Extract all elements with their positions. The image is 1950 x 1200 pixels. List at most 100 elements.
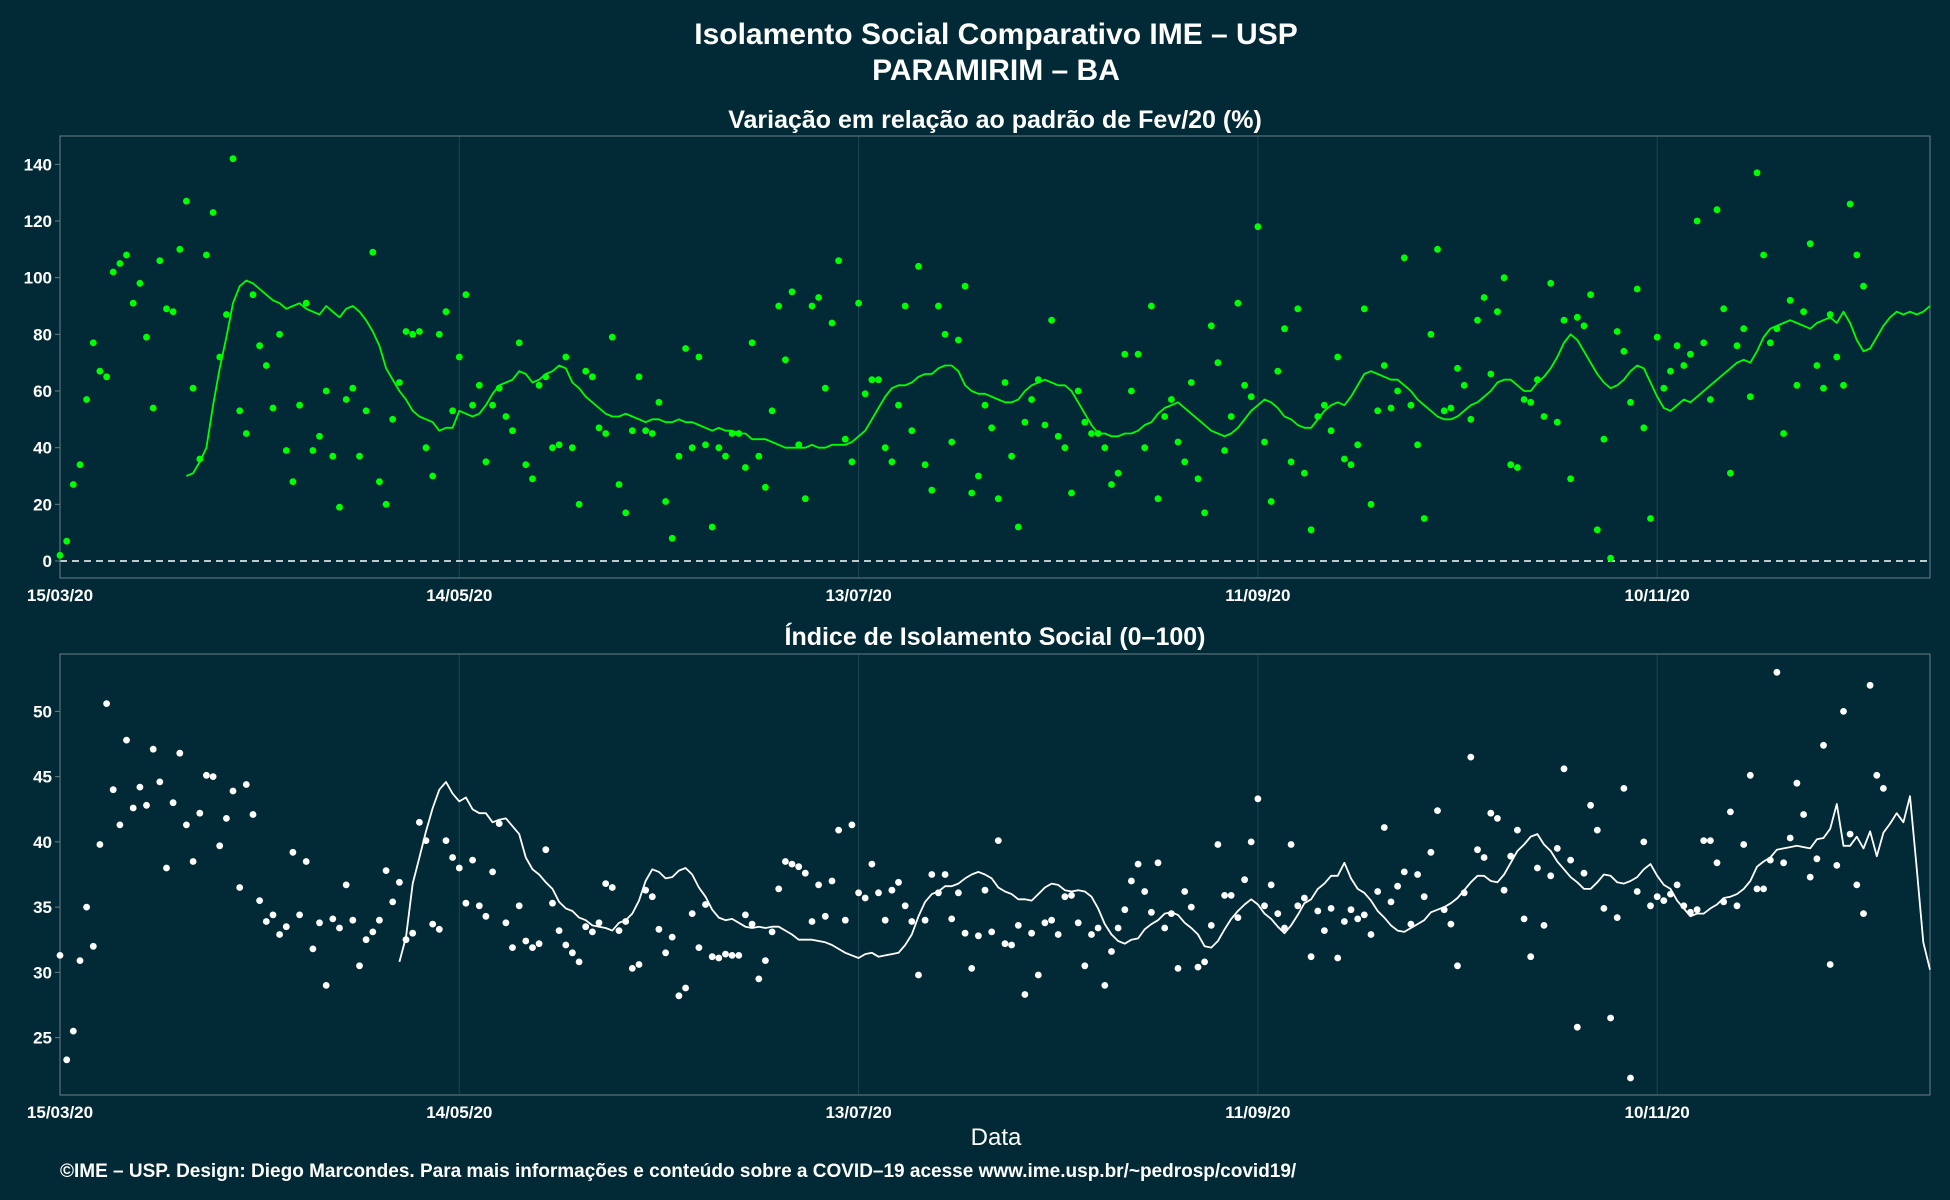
data-point [376, 916, 383, 924]
data-point [1840, 381, 1847, 389]
data-point [1407, 401, 1415, 409]
data-point [1081, 418, 1089, 426]
data-point [1081, 962, 1089, 970]
data-point [296, 401, 303, 409]
data-point [775, 302, 783, 310]
data-point [1354, 915, 1362, 923]
data-point [1068, 489, 1075, 497]
data-point [409, 330, 417, 338]
data-point [1334, 954, 1342, 962]
data-point [1028, 396, 1035, 403]
data-point [1633, 888, 1641, 895]
data-point [535, 940, 543, 948]
data-point [615, 481, 623, 488]
data-point [136, 783, 144, 791]
data-point [801, 495, 809, 503]
data-point [1853, 251, 1861, 259]
data-point [242, 781, 250, 788]
data-point [981, 886, 989, 894]
data-point [103, 700, 110, 707]
data-point [921, 461, 929, 469]
moving-average-line [186, 279, 1931, 477]
data-point [655, 398, 663, 406]
data-point [715, 444, 723, 452]
data-point [362, 407, 370, 415]
panel-frame [59, 653, 1931, 1096]
data-point [1294, 902, 1302, 910]
data-point [522, 461, 530, 469]
data-point [582, 923, 590, 931]
data-point [1740, 325, 1748, 333]
y-tick-label: 45 [33, 768, 52, 787]
data-point [708, 523, 716, 531]
data-point [322, 387, 330, 395]
data-point [1214, 841, 1222, 848]
data-point [209, 209, 217, 216]
data-point [522, 937, 530, 945]
data-point [1673, 881, 1681, 889]
data-point [955, 889, 962, 897]
data-point [1121, 906, 1129, 914]
data-point [129, 299, 137, 307]
data-point [329, 452, 337, 460]
data-point [1414, 871, 1421, 878]
data-point [1008, 941, 1015, 949]
data-point [442, 308, 450, 316]
data-point [782, 858, 789, 865]
data-point [828, 319, 836, 327]
x-tick-label: 14/05/20 [426, 586, 492, 605]
y-tick-label: 20 [33, 495, 52, 514]
data-point [289, 478, 297, 486]
data-point [1434, 807, 1441, 814]
data-point [1034, 971, 1042, 979]
data-point [1021, 991, 1029, 998]
data-point [602, 430, 610, 437]
data-point [203, 771, 210, 779]
data-point [356, 962, 363, 970]
data-point [1840, 708, 1847, 715]
data-point [1307, 526, 1315, 534]
data-point [282, 923, 290, 931]
data-point [1194, 963, 1202, 971]
data-point [256, 897, 263, 904]
moving-average-line [398, 781, 1931, 970]
data-point [1527, 953, 1535, 961]
data-point [489, 868, 496, 876]
data-point [1733, 342, 1741, 350]
data-point [1041, 919, 1049, 927]
data-point [1420, 515, 1428, 522]
data-point [389, 415, 397, 423]
data-point [1540, 413, 1548, 420]
data-point [768, 407, 776, 415]
data-point [462, 291, 470, 299]
data-point [788, 860, 796, 868]
data-point [309, 447, 317, 454]
data-point [1360, 911, 1368, 919]
data-point [935, 302, 942, 310]
data-point [1487, 809, 1495, 817]
data-point [575, 958, 583, 966]
data-point [589, 928, 596, 936]
data-point [316, 919, 323, 927]
data-point [1693, 906, 1701, 914]
data-point [1580, 322, 1588, 330]
data-point [1148, 302, 1155, 310]
data-point [1407, 920, 1415, 928]
data-point [96, 367, 104, 375]
data-point [682, 345, 689, 352]
data-point [635, 961, 643, 968]
data-point [416, 328, 423, 335]
data-point [941, 871, 949, 878]
data-point [755, 452, 763, 460]
data-point [622, 918, 630, 925]
data-point [1174, 438, 1182, 446]
data-point [735, 952, 743, 959]
data-point [1806, 240, 1814, 248]
data-point [269, 404, 277, 412]
data-point [1627, 1074, 1634, 1082]
data-point [821, 384, 829, 392]
data-point [69, 1027, 77, 1035]
data-point [975, 932, 982, 940]
x-axis-label: Data [971, 1124, 1022, 1151]
data-point [1187, 379, 1195, 386]
